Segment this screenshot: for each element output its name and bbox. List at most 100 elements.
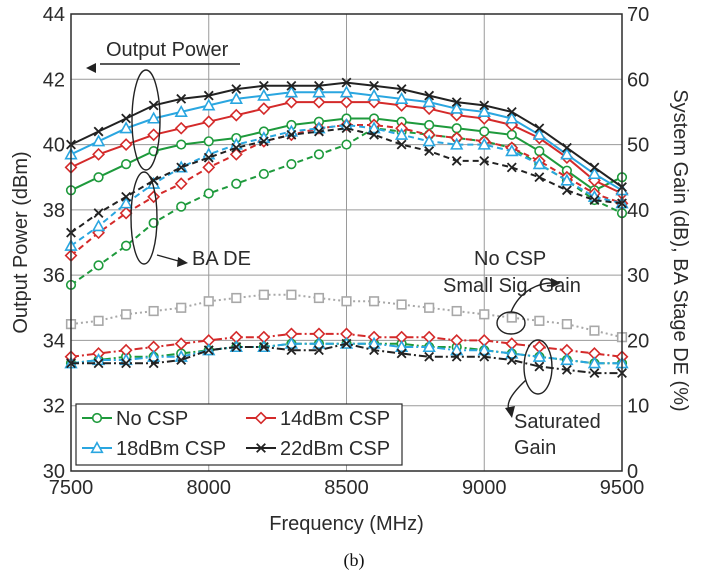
annotation-small-sig-line2: Small Sig. Gain <box>443 275 581 297</box>
data-point <box>396 139 407 150</box>
data-point <box>258 80 269 91</box>
data-point <box>589 325 600 336</box>
data-point <box>314 80 324 91</box>
data-point <box>561 319 572 330</box>
annotations: Output Power BA DE No CSP Small Sig. Gai… <box>86 39 601 459</box>
data-point <box>451 97 462 108</box>
data-point <box>203 296 214 307</box>
data-point <box>560 173 574 186</box>
y-axis-left-label: Output Power (dBm) <box>10 151 32 333</box>
data-point <box>93 358 104 369</box>
data-point <box>369 129 379 140</box>
y-right-tick-label: 60 <box>627 69 649 91</box>
series-sat_gain-csp22 <box>66 338 627 379</box>
data-point <box>394 340 409 353</box>
y-right-tick-label: 10 <box>627 396 649 418</box>
data-point <box>176 201 187 212</box>
data-point <box>451 351 462 362</box>
data-point <box>231 84 242 95</box>
data-point <box>229 91 243 104</box>
data-point <box>477 343 491 356</box>
data-point <box>339 85 354 98</box>
data-point <box>424 146 435 157</box>
data-point <box>561 185 572 196</box>
legend-label-no-csp: No CSP <box>116 408 188 430</box>
data-point <box>479 126 490 137</box>
data-point <box>451 155 462 166</box>
y-right-tick-label: 40 <box>627 200 649 222</box>
data-point <box>286 289 297 300</box>
data-point <box>314 345 324 356</box>
y-right-tick-label: 0 <box>627 461 638 483</box>
data-point <box>312 95 326 109</box>
y-left-tick-label: 44 <box>43 4 65 26</box>
data-point <box>479 155 490 166</box>
data-point <box>450 137 464 150</box>
annotation-arrowhead-saturated <box>505 406 515 418</box>
data-point <box>587 356 602 369</box>
data-point <box>121 358 132 369</box>
data-point <box>119 138 133 152</box>
data-point <box>284 85 299 98</box>
data-point <box>367 88 381 101</box>
data-point <box>422 340 436 353</box>
data-point <box>92 147 105 161</box>
data-point <box>202 115 216 129</box>
legend: No CSP 14dBm CSP 18dBm CSP 22dBm CSP <box>75 403 403 466</box>
data-point <box>396 348 407 359</box>
legend-marker <box>91 412 103 424</box>
data-point <box>532 349 547 362</box>
data-point <box>176 355 187 365</box>
y-left-tick-label: 34 <box>43 330 65 352</box>
y-left-tick-label: 40 <box>43 135 65 157</box>
data-point <box>505 111 519 124</box>
data-point <box>176 139 187 150</box>
data-point <box>369 80 379 91</box>
data-point <box>505 346 519 359</box>
data-point <box>147 128 161 142</box>
annotation-arrowhead-output-power <box>86 63 96 73</box>
data-point <box>93 315 104 326</box>
data-point <box>589 368 600 379</box>
data-point <box>396 299 407 310</box>
data-point <box>203 152 214 163</box>
data-point <box>560 353 574 366</box>
data-point <box>202 160 216 174</box>
data-point <box>231 142 242 153</box>
annotation-arrowhead-small-sig <box>551 278 561 288</box>
x-tick-label: 9500 <box>600 477 645 499</box>
annotation-ellipse-saturated <box>523 339 553 395</box>
series-output_power-csp14 <box>64 95 629 200</box>
data-point <box>202 98 216 111</box>
annotation-output-power: Output Power <box>106 39 229 61</box>
ticks: 7500 8000 8500 9000 9500 30 32 34 36 38 40 42 44 0 10 2… <box>43 4 650 499</box>
data-point <box>120 159 132 170</box>
y-left-tick-label: 30 <box>43 461 65 483</box>
data-point <box>340 95 353 109</box>
annotation-saturated-line1: Saturated <box>514 411 601 433</box>
data-point <box>258 168 269 180</box>
data-point <box>479 351 490 362</box>
x-tick-label: 8000 <box>187 477 232 499</box>
data-point <box>532 157 547 170</box>
data-point <box>534 146 545 157</box>
x-tick-label: 8500 <box>324 477 369 499</box>
data-point <box>368 296 380 307</box>
data-point <box>477 104 491 118</box>
data-point <box>229 108 243 122</box>
data-point <box>506 106 517 117</box>
data-point <box>424 119 435 131</box>
legend-label-22dbm-csp: 22dBm CSP <box>280 438 390 460</box>
data-point <box>534 361 545 372</box>
data-point <box>93 260 104 271</box>
data-point <box>121 309 132 320</box>
data-point <box>203 345 214 356</box>
data-point <box>396 84 407 95</box>
data-point <box>341 123 352 134</box>
data-point <box>148 100 159 111</box>
data-point <box>258 289 269 300</box>
data-point <box>119 196 133 209</box>
data-point <box>422 95 436 108</box>
series-line <box>70 124 623 257</box>
data-point <box>450 343 464 356</box>
